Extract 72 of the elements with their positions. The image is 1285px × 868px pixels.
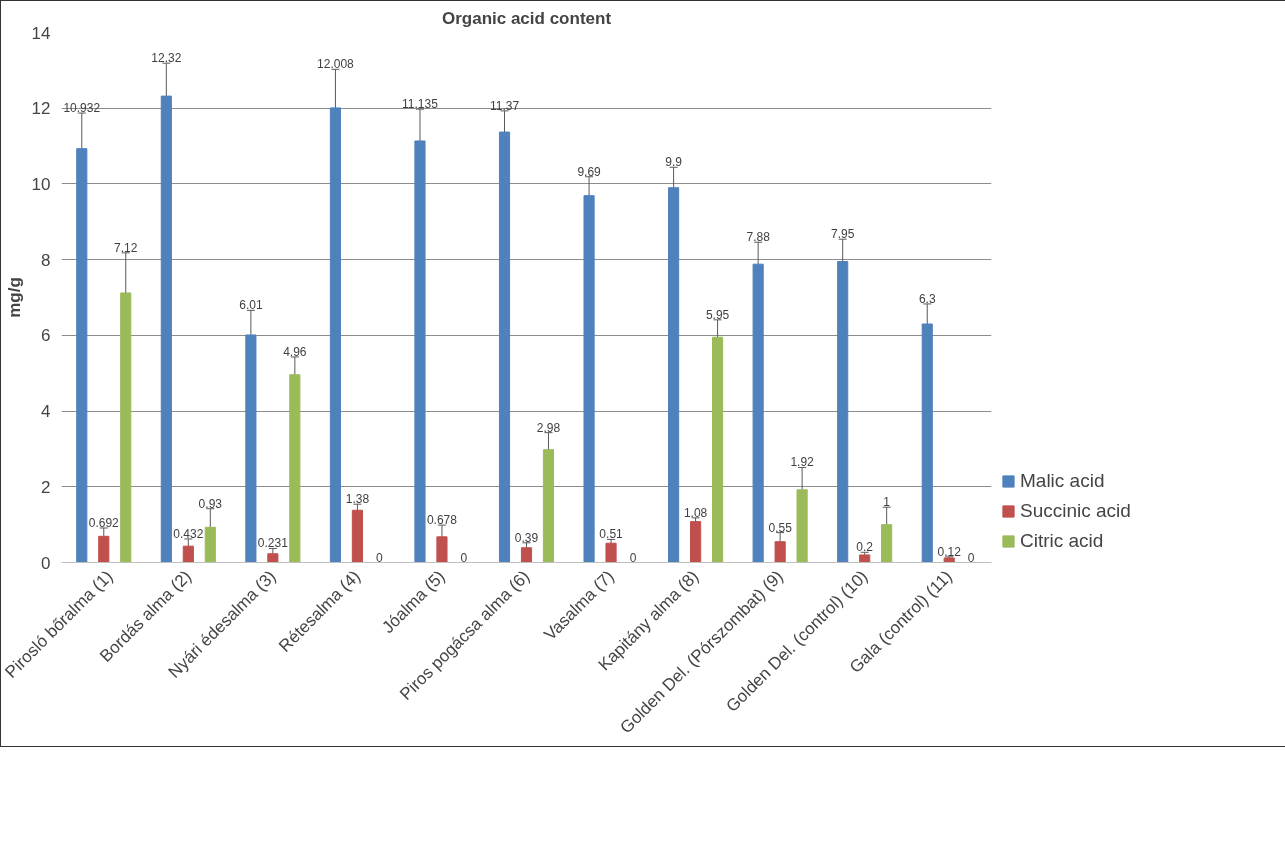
chart-title: Organic acid content (441, 8, 612, 28)
data-label: 1.38 (345, 492, 370, 507)
bar (542, 449, 555, 563)
data-label: 0.55 (768, 520, 793, 535)
bar (436, 536, 448, 563)
bar (204, 526, 216, 563)
data-label: 0.432 (173, 526, 204, 541)
data-label: 2.98 (536, 420, 561, 435)
data-label: 9.9 (665, 155, 683, 170)
data-label: 1.92 (790, 455, 815, 470)
bar (712, 336, 724, 563)
bar (583, 195, 595, 563)
data-label: 0.231 (257, 536, 289, 551)
bar (98, 535, 110, 563)
bar (752, 263, 764, 563)
bar (351, 509, 363, 563)
y-tick-label: 12 (31, 99, 51, 119)
data-label: 1 (883, 495, 891, 510)
data-label: 9.69 (577, 164, 602, 179)
data-label: 7.12 (114, 240, 138, 255)
y-tick-label: 0 (41, 553, 51, 573)
data-label: 0.2 (856, 540, 874, 555)
bar (329, 107, 341, 563)
data-label: 6.3 (918, 291, 936, 306)
legend-label: Citric acid (1020, 530, 1104, 552)
data-label: 0 (629, 550, 637, 565)
data-label: 0.51 (599, 527, 624, 542)
y-tick-label: 6 (41, 326, 51, 346)
bar (498, 131, 511, 563)
bar (267, 553, 279, 563)
data-label: 0.692 (88, 515, 120, 530)
bar (182, 545, 194, 563)
legend-label: Succinic acid (1020, 500, 1131, 522)
bar (160, 95, 172, 563)
y-tick-label: 8 (41, 250, 51, 270)
bar (796, 489, 808, 563)
data-label: 0.39 (514, 530, 539, 545)
bar (605, 542, 617, 563)
y-axis-title: mg/g (4, 277, 24, 318)
data-label: 12.008 (317, 57, 355, 72)
data-label: 0.93 (198, 496, 223, 511)
data-label: 11.135 (402, 97, 439, 112)
bar (690, 521, 702, 563)
bar (859, 554, 871, 563)
data-label: 6.01 (239, 298, 263, 313)
bar (921, 323, 933, 563)
bar (120, 292, 132, 563)
bar (881, 524, 893, 563)
bar (668, 187, 680, 563)
data-label: 0.678 (426, 513, 458, 528)
y-tick-label: 4 (41, 402, 51, 422)
bar (520, 547, 533, 563)
data-label: 0 (967, 550, 975, 565)
data-label: 5.95 (705, 307, 730, 322)
y-tick-label: 2 (41, 477, 51, 497)
data-label: 7.95 (831, 227, 855, 242)
bar (245, 334, 257, 563)
bar (774, 541, 786, 563)
y-tick-label: 10 (31, 174, 51, 194)
legend-label: Malic acid (1020, 470, 1105, 492)
y-tick-label: 14 (31, 23, 51, 43)
bar (414, 140, 426, 563)
data-label: 0.12 (937, 544, 962, 559)
data-label: 0 (376, 550, 384, 565)
data-label: 7.88 (746, 230, 771, 245)
data-label: 0 (460, 550, 468, 565)
data-label: 1.08 (683, 505, 708, 520)
data-label: 4.96 (283, 344, 307, 359)
bar (76, 148, 88, 563)
bar (289, 374, 301, 563)
data-label: 12.32 (151, 51, 182, 66)
bar (837, 261, 849, 563)
